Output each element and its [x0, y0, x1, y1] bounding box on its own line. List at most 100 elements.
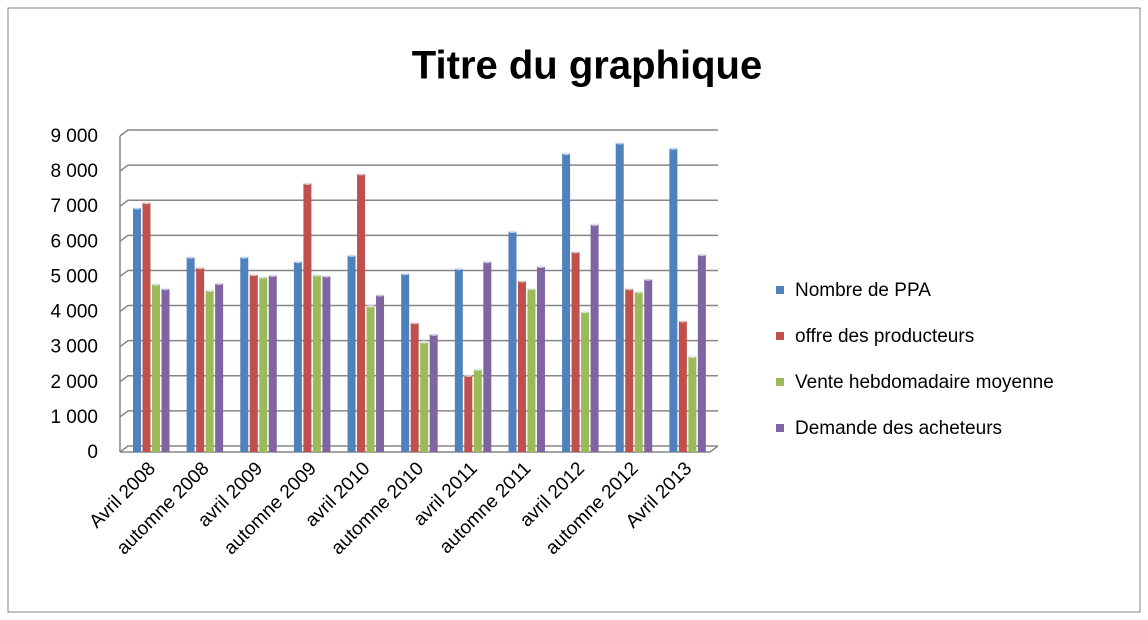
- bar: [268, 275, 277, 452]
- bar: [215, 283, 224, 452]
- bar-cap: [366, 304, 375, 308]
- bar: [205, 290, 214, 452]
- bar: [142, 202, 151, 452]
- bar-cap: [517, 279, 526, 283]
- bar-cap: [401, 272, 410, 276]
- bar-cap: [688, 354, 697, 358]
- bar-cap: [410, 321, 419, 325]
- y-tick-label: 3 000: [50, 337, 98, 358]
- bar-cap: [581, 310, 590, 314]
- bar: [644, 279, 653, 452]
- bar-cap: [215, 281, 224, 285]
- bar: [152, 284, 160, 452]
- grid-line: [119, 164, 718, 172]
- legend-swatch: [776, 332, 784, 340]
- bar: [312, 275, 321, 452]
- bar: [625, 288, 634, 452]
- bar: [410, 322, 419, 452]
- bar: [508, 231, 517, 452]
- bar-cap: [644, 277, 653, 281]
- legend-label: Demande des acheteurs: [795, 418, 1002, 439]
- bar-cap: [678, 319, 687, 323]
- bar: [678, 321, 687, 452]
- bar-cap: [259, 275, 268, 279]
- bar: [517, 281, 526, 452]
- bar: [133, 207, 141, 452]
- bar-cap: [293, 260, 302, 264]
- legend-swatch: [776, 424, 784, 432]
- bar: [590, 224, 599, 452]
- bar-cap: [249, 273, 258, 277]
- bar-cap: [205, 288, 214, 292]
- legend-swatch: [776, 286, 784, 294]
- bar-cap: [669, 146, 678, 150]
- bar-cap: [634, 290, 643, 294]
- bar-cap: [376, 293, 385, 297]
- bar-cap: [615, 141, 624, 145]
- bar-cap: [508, 230, 517, 234]
- bar: [357, 173, 366, 453]
- bar: [196, 267, 205, 452]
- grid-line: [119, 129, 718, 137]
- legend-swatch: [776, 378, 784, 386]
- bar-cap: [571, 250, 580, 254]
- bar: [527, 288, 536, 452]
- bar: [293, 261, 302, 452]
- bar: [615, 143, 624, 452]
- bar: [259, 277, 268, 452]
- bar: [347, 255, 356, 452]
- bar: [669, 148, 678, 453]
- legend-label: Vente hebdomadaire moyenne: [795, 372, 1054, 393]
- bar-cap: [240, 255, 249, 259]
- bar-cap: [133, 206, 141, 210]
- legend-label: offre des producteurs: [795, 326, 974, 347]
- bar: [571, 251, 580, 452]
- bar-cap: [454, 267, 463, 271]
- bar-cap: [697, 253, 706, 257]
- bar-cap: [536, 265, 545, 269]
- bar-cap: [590, 222, 599, 226]
- bar-cap: [625, 287, 634, 291]
- grid-line: [119, 199, 718, 207]
- bar-cap: [347, 253, 356, 257]
- bar-cap: [196, 266, 205, 270]
- bar: [688, 356, 697, 452]
- bar: [249, 274, 258, 452]
- bar: [536, 266, 545, 452]
- y-tick-label: 8 000: [50, 161, 98, 182]
- y-tick-label: 2 000: [50, 372, 98, 393]
- bar-cap: [562, 152, 571, 156]
- bar: [366, 306, 375, 452]
- bar: [376, 295, 385, 452]
- bar-cap: [303, 181, 312, 185]
- y-tick-label: 7 000: [50, 196, 98, 217]
- bar: [420, 342, 429, 452]
- bar: [429, 334, 438, 452]
- bar: [401, 273, 410, 452]
- bar: [473, 369, 482, 452]
- grid-line: [119, 269, 718, 278]
- legend-label: Nombre de PPA: [795, 280, 931, 301]
- bar-cap: [322, 274, 331, 278]
- chart-title: Titre du graphique: [412, 44, 762, 88]
- bar-cap: [142, 201, 151, 205]
- bar-cap: [464, 373, 473, 377]
- bar: [483, 261, 492, 452]
- y-tick-label: 6 000: [50, 231, 98, 252]
- y-tick-label: 1 000: [50, 407, 98, 428]
- bar: [562, 153, 571, 453]
- bar-cap: [420, 340, 429, 344]
- bar-cap: [429, 332, 438, 336]
- y-tick-label: 5 000: [50, 266, 98, 287]
- bar: [161, 288, 170, 452]
- bar: [581, 311, 590, 452]
- bar-cap: [186, 255, 195, 259]
- y-tick-label: 4 000: [50, 302, 98, 323]
- bar-cap: [483, 260, 492, 264]
- bar: [322, 276, 331, 452]
- bar: [454, 268, 463, 452]
- bar-cap: [473, 367, 482, 371]
- bar: [240, 257, 249, 452]
- bar-cap: [268, 273, 277, 277]
